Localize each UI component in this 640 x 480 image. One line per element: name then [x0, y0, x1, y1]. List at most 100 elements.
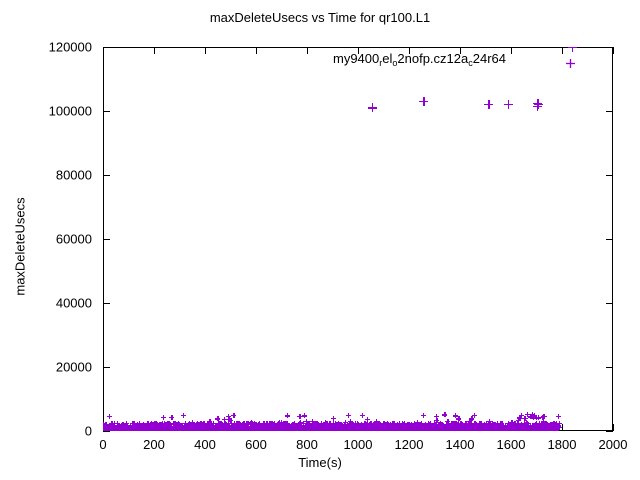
data-point [314, 420, 320, 426]
data-point [515, 417, 521, 423]
data-point [111, 421, 117, 427]
data-point [284, 413, 290, 419]
y-tick-mark-right [606, 303, 613, 304]
data-point [524, 420, 530, 426]
plot-area [103, 47, 613, 431]
y-tick-label: 120000 [48, 39, 92, 55]
x-tick-label: 200 [143, 437, 165, 452]
data-point [532, 422, 538, 428]
data-point [433, 414, 439, 420]
data-point [310, 418, 316, 424]
data-point [472, 420, 478, 426]
data-point [279, 420, 285, 426]
legend-marker-icon [566, 56, 575, 68]
data-point [221, 416, 227, 422]
x-tick-mark-top [409, 47, 410, 54]
y-tick-label: 20000 [55, 359, 92, 375]
data-point [499, 421, 505, 427]
data-point [447, 423, 453, 428]
y-tick-mark-right [606, 431, 613, 432]
data-point [301, 421, 307, 427]
data-point [352, 420, 358, 426]
x-tick-mark-top [205, 47, 206, 54]
y-tick-mark [103, 367, 110, 368]
data-point [103, 423, 109, 429]
x-tick-label: 800 [296, 437, 318, 452]
data-point [303, 418, 309, 424]
data-point [541, 414, 547, 420]
data-point [231, 412, 237, 418]
data-point [169, 414, 175, 420]
data-point [335, 420, 341, 426]
data-point [421, 423, 427, 429]
data-point [556, 421, 562, 427]
x-tick-label: 0 [99, 437, 107, 452]
data-point [150, 422, 156, 428]
data-point [364, 422, 370, 428]
data-point [500, 423, 506, 429]
data-point [141, 422, 147, 428]
data-point [372, 421, 378, 427]
data-point [271, 422, 277, 428]
data-point [478, 421, 484, 427]
chart-title: maxDeleteUsecs vs Time for qr100.L1 [209, 10, 431, 25]
data-point [208, 420, 214, 426]
data-point [521, 420, 527, 426]
x-tick-mark [562, 424, 563, 431]
x-tick-label: 1400 [445, 437, 475, 452]
data-point [459, 421, 465, 426]
data-point [127, 422, 133, 428]
x-tick-label: 400 [194, 437, 216, 452]
x-tick-mark-top [613, 47, 614, 54]
data-point-outlier [419, 96, 429, 106]
x-tick-mark [613, 424, 614, 431]
data-point [189, 420, 195, 426]
data-point [285, 420, 291, 426]
data-point [522, 416, 528, 422]
data-point [534, 420, 540, 426]
x-tick-mark-top [562, 47, 563, 54]
y-tick-mark-right [606, 239, 613, 240]
x-tick-mark-top [511, 47, 512, 54]
x-tick-label: 1200 [394, 437, 424, 452]
data-point [228, 417, 234, 423]
x-tick-label: 1000 [343, 437, 373, 452]
data-point [389, 423, 395, 429]
data-point [248, 419, 254, 425]
data-point [527, 422, 533, 428]
y-tick-label: 0 [84, 423, 92, 439]
data-point [301, 413, 307, 419]
data-point [299, 422, 305, 428]
data-point [555, 423, 561, 429]
data-point [509, 420, 515, 426]
data-point [349, 421, 355, 427]
data-point [219, 421, 225, 427]
data-point [528, 414, 534, 420]
data-point [360, 422, 366, 428]
data-point [245, 420, 251, 426]
x-axis-title: Time(s) [298, 455, 342, 470]
data-point-outlier [534, 100, 544, 110]
data-point [531, 423, 537, 429]
data-point [540, 418, 546, 424]
y-tick-mark-right [606, 47, 613, 48]
y-tick-label: 60000 [55, 231, 92, 247]
data-point [346, 421, 352, 427]
data-point [160, 414, 166, 420]
data-point [508, 423, 514, 429]
data-point [159, 420, 165, 426]
data-point [173, 423, 179, 429]
data-point [373, 419, 379, 425]
data-point [486, 418, 492, 424]
x-tick-label: 2000 [598, 437, 628, 452]
data-point [529, 412, 535, 418]
data-point [188, 423, 194, 429]
data-point [363, 421, 369, 427]
data-point [216, 422, 222, 428]
y-tick-mark [103, 47, 110, 48]
data-point [505, 421, 511, 427]
y-tick-mark [103, 111, 110, 112]
x-tick-label: 1600 [496, 437, 526, 452]
data-point-outlier [484, 100, 494, 110]
data-point [291, 421, 297, 426]
